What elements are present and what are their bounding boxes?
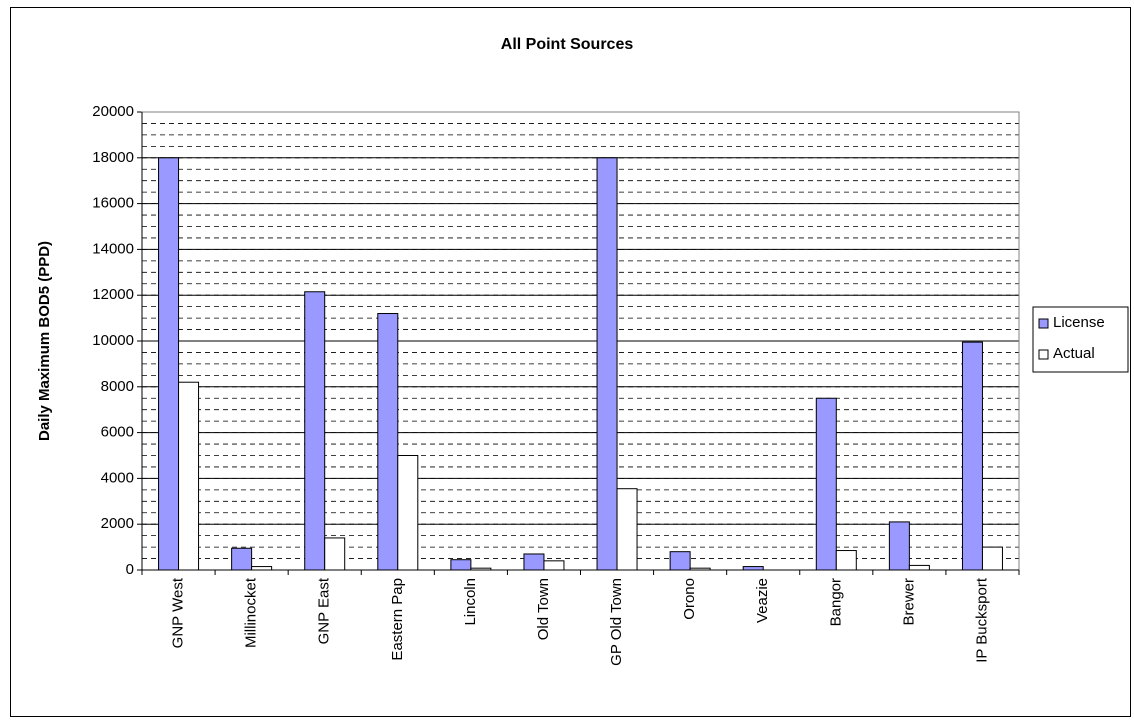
legend-label: Actual bbox=[1053, 345, 1095, 362]
bar bbox=[251, 566, 273, 571]
bar bbox=[178, 381, 200, 571]
y-tick-label: 16000 bbox=[92, 195, 134, 212]
x-tick-label: GNP West bbox=[170, 577, 187, 648]
bar bbox=[377, 313, 399, 571]
legend-label: License bbox=[1053, 314, 1105, 331]
y-tick-label: 0 bbox=[126, 561, 134, 578]
bar bbox=[450, 559, 472, 571]
legend-swatch bbox=[1038, 349, 1049, 360]
bar bbox=[888, 521, 910, 571]
x-tick-label: GNP East bbox=[316, 577, 333, 644]
bar bbox=[742, 566, 764, 571]
bar bbox=[815, 397, 837, 571]
bar bbox=[596, 157, 618, 571]
x-tick-label: Old Town bbox=[535, 578, 552, 640]
bar bbox=[397, 455, 419, 571]
y-tick-label: 2000 bbox=[101, 515, 134, 532]
y-tick-label: 6000 bbox=[101, 424, 134, 441]
bar bbox=[231, 547, 253, 571]
y-tick-label: 12000 bbox=[92, 286, 134, 303]
legend-box bbox=[1032, 306, 1129, 373]
bar bbox=[835, 550, 857, 571]
y-tick-label: 18000 bbox=[92, 149, 134, 166]
bar bbox=[908, 564, 930, 571]
x-tick-label: Bangor bbox=[827, 578, 844, 626]
chart-title: All Point Sources bbox=[501, 36, 634, 53]
bar bbox=[961, 341, 983, 571]
bar bbox=[543, 560, 565, 571]
bar bbox=[304, 291, 326, 571]
bar bbox=[158, 157, 180, 571]
y-tick-label: 20000 bbox=[92, 103, 134, 120]
x-tick-label: Veazie bbox=[754, 578, 771, 623]
y-tick-label: 4000 bbox=[101, 469, 134, 486]
y-axis-label: Daily Maximum BOD5 (PPD) bbox=[36, 241, 53, 441]
x-tick-label: Lincoln bbox=[462, 578, 479, 626]
x-tick-label: Brewer bbox=[900, 578, 917, 626]
y-tick-label: 10000 bbox=[92, 332, 134, 349]
x-tick-label: Millinocket bbox=[243, 577, 260, 648]
legend-swatch bbox=[1038, 318, 1049, 329]
y-tick-label: 14000 bbox=[92, 240, 134, 257]
x-tick-label: IP Bucksport bbox=[973, 577, 990, 663]
bar bbox=[324, 537, 346, 571]
x-tick-label: Orono bbox=[681, 578, 698, 620]
bar bbox=[981, 546, 1003, 571]
x-tick-label: GP Old Town bbox=[608, 578, 625, 666]
bar bbox=[523, 553, 545, 571]
y-tick-label: 8000 bbox=[101, 378, 134, 395]
x-tick-label: Eastern Pap bbox=[389, 578, 406, 661]
bar bbox=[669, 551, 691, 571]
bar bbox=[616, 488, 638, 571]
